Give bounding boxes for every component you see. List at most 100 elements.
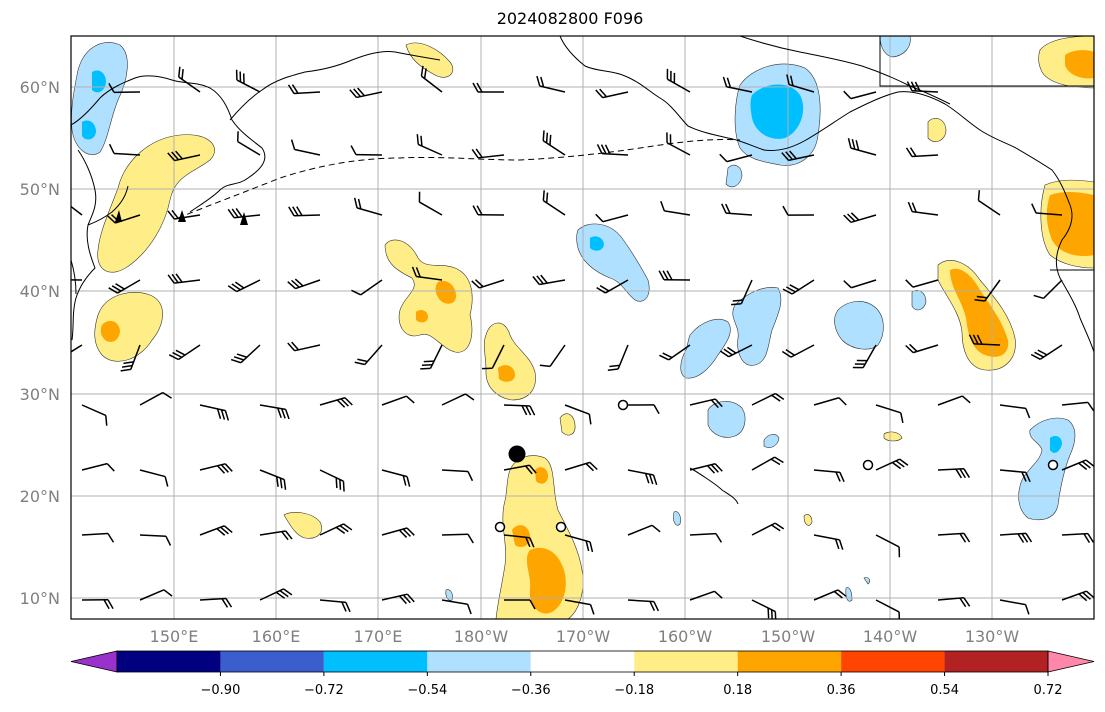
wind-barb [288, 206, 321, 217]
field-yellow [283, 512, 322, 539]
wind-barb [536, 75, 566, 93]
wind-barb [471, 279, 505, 289]
colorbar-segment [841, 651, 945, 672]
wind-barb [227, 208, 261, 219]
wind-barb [71, 344, 83, 360]
wind-barb [627, 599, 660, 612]
lon-label: 130°W [965, 627, 1020, 646]
wind-barb [381, 527, 415, 538]
wind-barb [139, 469, 169, 487]
wind-barb [167, 209, 201, 220]
wind-barb [178, 66, 201, 93]
wind-barb [539, 344, 566, 368]
wind-barb [259, 588, 293, 601]
wind-barb [420, 344, 443, 370]
wind-barb [319, 469, 345, 492]
colorbar-segment [117, 651, 221, 672]
lat-label: 30°N [20, 385, 60, 404]
wind-barb [782, 205, 815, 216]
triangle-marker [240, 212, 248, 225]
colorbar-tick-label: −0.54 [407, 683, 447, 698]
colorbar-segment [530, 651, 635, 672]
wind-barb [847, 137, 877, 156]
coastline-sakhalin [71, 259, 77, 295]
wind-barb [595, 213, 629, 223]
wind-barb [532, 274, 566, 286]
wind-barb [813, 397, 847, 406]
wind-barb [786, 74, 815, 93]
field-orange [498, 365, 515, 382]
wind-barb [564, 599, 595, 615]
calm-wind-circle [494, 521, 506, 533]
wind-barb [319, 397, 353, 408]
colorbar-tick-label: 0.54 [930, 683, 959, 698]
wind-barb [564, 404, 592, 425]
field-blue [590, 236, 604, 251]
wind-barb [542, 190, 566, 216]
field-yellow [405, 42, 454, 78]
wind-barb [354, 344, 383, 366]
wind-barb [843, 212, 877, 224]
field-light-blue [879, 36, 911, 58]
wind-barb [1061, 401, 1094, 412]
wind-barb [81, 404, 108, 426]
wind-barb [259, 469, 287, 490]
lon-label: 150°E [150, 627, 199, 646]
wind-barb [290, 139, 321, 156]
wind-barb [564, 534, 594, 553]
calm-wind-circle [1047, 459, 1059, 471]
wind-barb [1061, 590, 1094, 602]
field-light-blue [732, 287, 782, 366]
wind-barb [999, 599, 1030, 615]
wind-barb [227, 279, 261, 293]
wind-barb-layer [71, 65, 1094, 619]
wind-barb [999, 532, 1033, 543]
wind-barb [660, 200, 691, 216]
wind-barb [350, 145, 383, 156]
field-blue [1050, 436, 1062, 453]
field-light-blue [863, 577, 870, 585]
wind-barb [199, 404, 230, 421]
wind-barb [411, 266, 443, 281]
calm-wind-circle [555, 521, 567, 533]
wind-barb [782, 279, 815, 295]
coastline-alaska-south [763, 91, 1017, 151]
wind-barb [751, 522, 785, 536]
field-orange [100, 320, 120, 342]
wind-barb [108, 143, 141, 156]
colorbar-tick-label: 0.72 [1034, 683, 1063, 698]
wind-barb [731, 279, 753, 306]
wind-barb [81, 598, 114, 610]
coastline-sea-of-okhotsk [87, 185, 129, 226]
wind-barb [875, 534, 901, 558]
wind-barb [287, 84, 321, 95]
wind-barb [259, 404, 290, 420]
wind-barb [319, 523, 353, 536]
wind-barb [199, 463, 233, 474]
lon-label: 170°E [354, 627, 403, 646]
wind-barb [81, 462, 115, 472]
wind-barb [503, 464, 537, 475]
wind-barb [875, 458, 909, 471]
field-orange [1065, 50, 1094, 79]
colorbar-tick-label: 0.36 [827, 683, 856, 698]
wind-barb [230, 344, 261, 364]
wind-barb [906, 81, 939, 93]
map-title: 2024082800 F096 [496, 9, 644, 28]
wind-barb [418, 191, 443, 216]
field-blue [750, 84, 804, 139]
wind-barb [472, 82, 505, 93]
lon-label: 160°E [252, 627, 301, 646]
field-yellow [483, 322, 536, 401]
wind-barb [503, 404, 536, 416]
wind-barb [381, 469, 411, 487]
field-light-blue [834, 301, 884, 350]
wind-barb [666, 68, 691, 93]
coastline-north-america [1015, 147, 1094, 353]
wind-barb [503, 599, 536, 610]
wind-barb [441, 599, 472, 615]
wind-barb [1033, 279, 1063, 300]
wind-barb [236, 131, 261, 156]
wind-barb [937, 395, 971, 406]
wind-barb [287, 278, 321, 290]
